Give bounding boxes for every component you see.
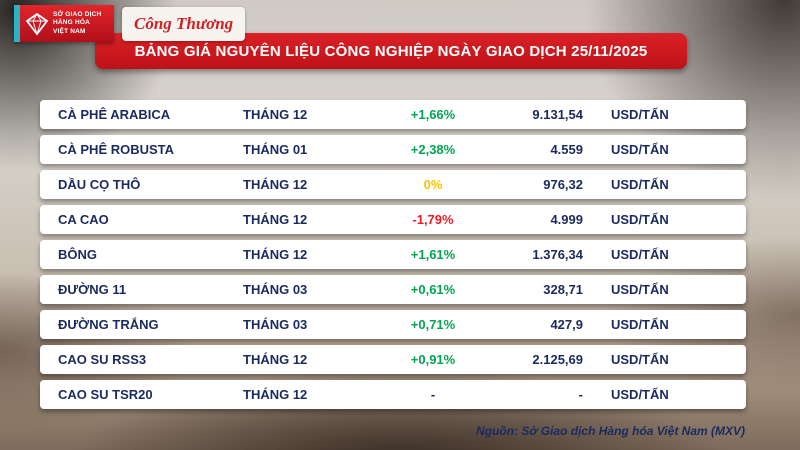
change-percent: +1,66% xyxy=(410,107,456,122)
table-row: DẦU CỌ THÔ THÁNG 12 0% 976,32 USD/TẤN xyxy=(40,170,746,199)
change-percent: +0,71% xyxy=(410,317,456,332)
mxv-diamond-icon xyxy=(25,12,49,36)
page-title: BẢNG GIÁ NGUYÊN LIỆU CÔNG NGHIỆP NGÀY GI… xyxy=(134,42,648,60)
commodity-name: CAO SU RSS3 xyxy=(58,352,147,367)
price-value: 1.376,34 xyxy=(532,247,583,262)
price-value: 9.131,54 xyxy=(532,107,583,122)
table-row: ĐƯỜNG TRẮNG THÁNG 03 +0,71% 427,9 USD/TẤ… xyxy=(40,310,746,339)
price-value: 427,9 xyxy=(550,317,583,332)
price-unit: USD/TẤN xyxy=(611,352,669,367)
contract-month: THÁNG 12 xyxy=(243,247,308,262)
mxv-logo-text: SỞ GIAO DỊCH HÀNG HÓA VIỆT NAM xyxy=(53,10,102,35)
price-unit: USD/TẤN xyxy=(611,177,669,192)
header-logos: SỞ GIAO DỊCH HÀNG HÓA VIỆT NAM Công Thươ… xyxy=(14,5,246,42)
table-row: CÀ PHÊ ARABICA THÁNG 12 +1,66% 9.131,54 … xyxy=(40,100,746,129)
price-unit: USD/TẤN xyxy=(611,142,669,157)
table-row: BÔNG THÁNG 12 +1,61% 1.376,34 USD/TẤN xyxy=(40,240,746,269)
contract-month: THÁNG 03 xyxy=(243,317,308,332)
commodity-name: ĐƯỜNG 11 xyxy=(58,282,127,297)
price-value: 328,71 xyxy=(543,282,583,297)
price-value: - xyxy=(578,387,583,402)
contract-month: THÁNG 12 xyxy=(243,212,308,227)
price-unit: USD/TẤN xyxy=(611,387,669,402)
contract-month: THÁNG 12 xyxy=(243,177,308,192)
table-row: CÀ PHÊ ROBUSTA THÁNG 01 +2,38% 4.559 USD… xyxy=(40,135,746,164)
change-percent: +0,91% xyxy=(410,352,456,367)
change-percent: - xyxy=(430,387,436,402)
contract-month: THÁNG 01 xyxy=(243,142,308,157)
commodity-name: CÀ PHÊ ROBUSTA xyxy=(58,142,175,157)
change-percent: +0,61% xyxy=(410,282,456,297)
commodity-name: CÀ PHÊ ARABICA xyxy=(58,107,171,122)
price-value: 4.559 xyxy=(550,142,583,157)
congthuong-logo-text: Công Thương xyxy=(134,14,234,33)
price-unit: USD/TẤN xyxy=(611,317,669,332)
price-value: 976,32 xyxy=(543,177,583,192)
mxv-logo: SỞ GIAO DỊCH HÀNG HÓA VIỆT NAM xyxy=(14,5,114,42)
contract-month: THÁNG 12 xyxy=(243,352,308,367)
table-row: CA CAO THÁNG 12 -1,79% 4.999 USD/TẤN xyxy=(40,205,746,234)
price-value: 4.999 xyxy=(550,212,583,227)
commodity-name: CAO SU TSR20 xyxy=(58,387,153,402)
table-row: CAO SU RSS3 THÁNG 12 +0,91% 2.125,69 USD… xyxy=(40,345,746,374)
contract-month: THÁNG 12 xyxy=(243,107,308,122)
change-percent: -1,79% xyxy=(412,212,454,227)
price-unit: USD/TẤN xyxy=(611,107,669,122)
contract-month: THÁNG 03 xyxy=(243,282,308,297)
title-banner: BẢNG GIÁ NGUYÊN LIỆU CÔNG NGHIỆP NGÀY GI… xyxy=(95,33,687,69)
price-unit: USD/TẤN xyxy=(611,212,669,227)
commodity-name: ĐƯỜNG TRẮNG xyxy=(58,317,159,332)
change-percent: +2,38% xyxy=(410,142,456,157)
change-percent: 0% xyxy=(423,177,443,192)
contract-month: THÁNG 12 xyxy=(243,387,308,402)
table-row: CAO SU TSR20 THÁNG 12 - - USD/TẤN xyxy=(40,380,746,409)
price-unit: USD/TẤN xyxy=(611,282,669,297)
price-table: CÀ PHÊ ARABICA THÁNG 12 +1,66% 9.131,54 … xyxy=(40,100,746,415)
commodity-name: DẦU CỌ THÔ xyxy=(58,177,141,192)
price-value: 2.125,69 xyxy=(532,352,583,367)
change-percent: +1,61% xyxy=(410,247,456,262)
price-unit: USD/TẤN xyxy=(611,247,669,262)
commodity-name: BÔNG xyxy=(58,247,97,262)
table-row: ĐƯỜNG 11 THÁNG 03 +0,61% 328,71 USD/TẤN xyxy=(40,275,746,304)
source-note: Nguồn: Sở Giao dịch Hàng hóa Việt Nam (M… xyxy=(476,424,745,438)
commodity-name: CA CAO xyxy=(58,212,109,227)
congthuong-logo: Công Thương xyxy=(122,7,246,41)
